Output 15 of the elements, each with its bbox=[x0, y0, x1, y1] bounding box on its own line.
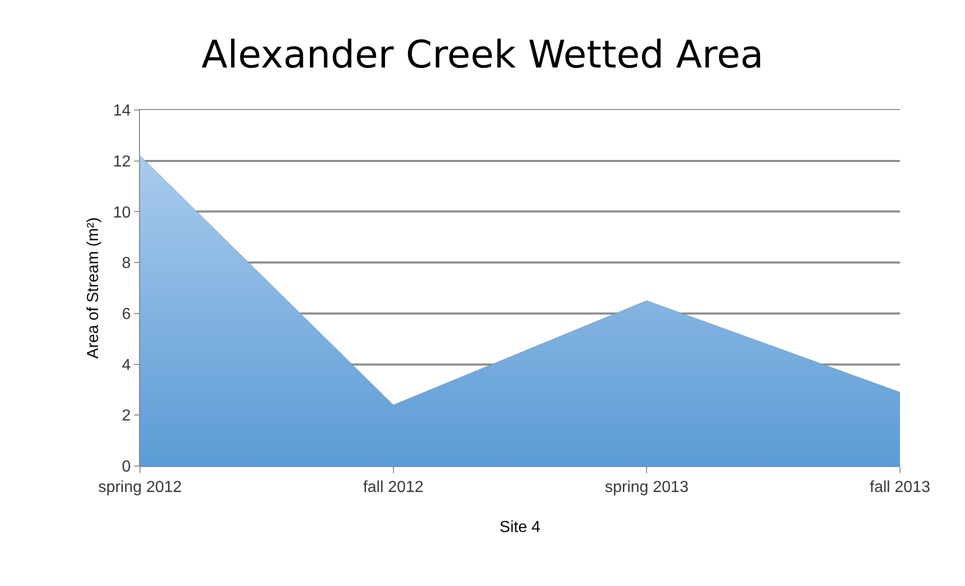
x-tick-label: spring 2013 bbox=[604, 479, 689, 496]
x-tick-label: fall 2012 bbox=[363, 479, 424, 496]
x-tick-label: spring 2012 bbox=[98, 479, 182, 496]
x-tick-label: fall 2013 bbox=[870, 479, 930, 496]
y-tick-label: 0 bbox=[122, 458, 131, 476]
y-axis-title: Area of Stream (m²) bbox=[85, 217, 102, 359]
x-axis-title: Site 4 bbox=[500, 518, 541, 536]
y-tick-label: 2 bbox=[122, 408, 131, 425]
y-tick-label: 4 bbox=[122, 356, 131, 374]
y-tick-label: 6 bbox=[122, 306, 131, 324]
y-tick-label: 10 bbox=[113, 204, 131, 222]
y-tick-label: 12 bbox=[113, 153, 131, 170]
y-tick-label: 14 bbox=[113, 102, 131, 120]
y-tick-label: 8 bbox=[122, 255, 131, 272]
chart-title: Alexander Creek Wetted Area bbox=[201, 32, 764, 77]
